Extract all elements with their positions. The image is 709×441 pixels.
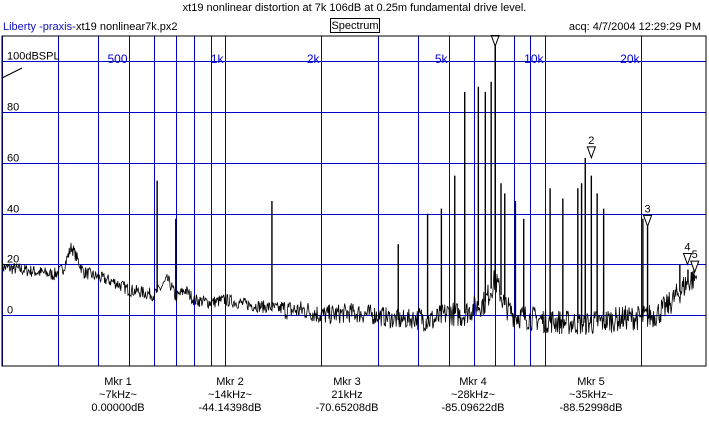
trace-layer	[1, 46, 698, 335]
spectrum-trace	[1, 242, 698, 335]
axis-notch	[1, 67, 23, 79]
marker-triangle	[690, 260, 700, 274]
marker-readout-freq: ~35kHz~	[568, 389, 614, 401]
marker-readout-freq: 21kHz	[331, 389, 363, 401]
x-tick-label: 20k	[620, 52, 640, 66]
x-tick-label: 2k	[307, 52, 321, 66]
marker-readout-freq: ~7kHz~	[99, 389, 137, 401]
marker-label: 5	[692, 249, 698, 261]
x-tick-label: 500	[107, 52, 127, 66]
marker-label: 2	[588, 135, 594, 147]
marker-triangle	[682, 252, 693, 266]
marker-triangle	[490, 35, 500, 48]
marker-readout-value: -70.65208dB	[315, 402, 379, 414]
marker-readout-name: Mkr 4	[459, 376, 487, 388]
x-tick-label: 10k	[524, 52, 544, 66]
y-tick-label: 100dBSPL	[7, 51, 60, 63]
x-tick-label: 5k	[435, 52, 449, 66]
y-tick-label: 40	[7, 204, 19, 216]
marker-readout-value: -44.14398dB	[198, 402, 262, 414]
marker-readout-3: Mkr 3 21kHz -70.65208dB	[292, 376, 402, 415]
marker-readout-value: -85.09622dB	[441, 402, 505, 414]
grid-layer	[2, 36, 706, 366]
y-tick-label: 60	[7, 153, 19, 165]
marker-readout-freq: ~28kHz~	[450, 389, 496, 401]
marker-label: 4	[684, 241, 690, 253]
y-tick-label: 0	[7, 305, 13, 317]
marker-label: 3	[645, 203, 651, 215]
x-tick-label: 1k	[211, 52, 225, 66]
y-tick-label: 20	[7, 254, 19, 266]
marker-readout-freq: ~14kHz~	[207, 389, 253, 401]
marker-triangle	[642, 214, 653, 228]
x-tick-label: 200	[0, 52, 1, 66]
marker-readout-name: Mkr 2	[216, 376, 244, 388]
marker-readout-value: 0.00000dB	[91, 402, 145, 414]
marker-readout-4: Mkr 4 ~28kHz~ -85.09622dB	[418, 376, 528, 415]
file-name: xt19 nonlinear7k.px2	[76, 21, 178, 33]
marker-readout-2: Mkr 2 ~14kHz~ -44.14398dB	[175, 376, 285, 415]
marker-readout-name: Mkr 3	[333, 376, 361, 388]
marker-readout-name: Mkr 5	[577, 376, 605, 388]
marker-readout-value: -88.52998dB	[559, 402, 623, 414]
marker-readout-5: Mkr 5 ~35kHz~ -88.52998dB	[536, 376, 646, 415]
marker-readout-1: Mkr 1 ~7kHz~ 0.00000dB	[63, 376, 173, 415]
plot-frame	[1, 35, 707, 367]
tick-label-layer: 2005001k2k5k10k20k100dBSPL806040200	[0, 51, 640, 317]
marker-layer: 2 3 45	[490, 35, 700, 274]
app-name: Liberty -praxis-	[3, 21, 76, 33]
acquisition-timestamp: acq: 4/7/2004 12:29:29 PM	[568, 21, 701, 33]
spectrum-view-button[interactable]: Spectrum	[330, 18, 380, 33]
marker-readout-name: Mkr 1	[104, 376, 132, 388]
chart-title: xt19 nonlinear distortion at 7k 106dB at…	[182, 2, 527, 14]
marker-triangle	[586, 146, 597, 160]
y-tick-label: 80	[7, 102, 19, 114]
